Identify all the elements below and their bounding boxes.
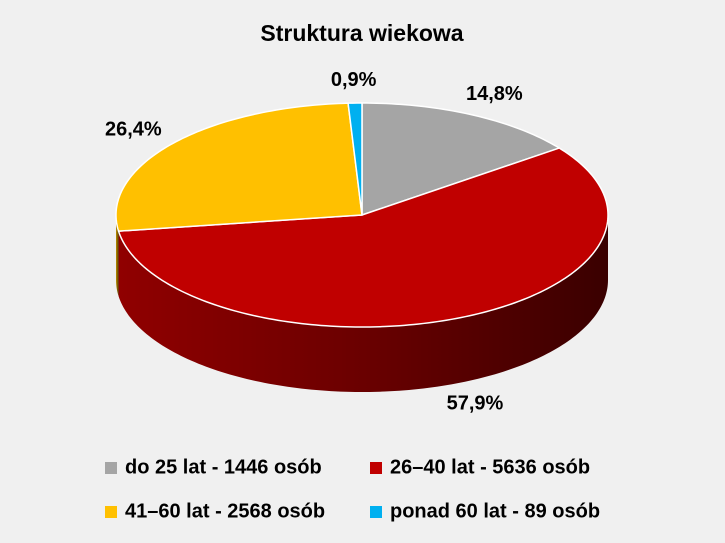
legend-swatch: [105, 506, 117, 518]
slice-side: [116, 215, 119, 297]
legend-swatch: [370, 506, 382, 518]
legend-label: 41–60 lat - 2568 osób: [125, 500, 325, 522]
slice: [115, 102, 363, 232]
data-label: 57,9%: [447, 392, 504, 414]
legend-swatch: [370, 462, 382, 474]
chart-title: Struktura wiekowa: [260, 20, 463, 46]
legend-label: do 25 lat - 1446 osób: [125, 456, 322, 478]
slice-side: [118, 215, 608, 392]
data-label: 14,8%: [466, 83, 523, 105]
legend-label: ponad 60 lat - 89 osób: [390, 500, 600, 522]
legend-label: 26–40 lat - 5636 osób: [390, 456, 590, 478]
legend-swatch: [105, 462, 117, 474]
slice: [361, 102, 560, 216]
data-label: 26,4%: [105, 118, 162, 140]
slice: [117, 147, 609, 328]
slice: [347, 102, 363, 216]
data-label: 0,9%: [331, 69, 377, 91]
